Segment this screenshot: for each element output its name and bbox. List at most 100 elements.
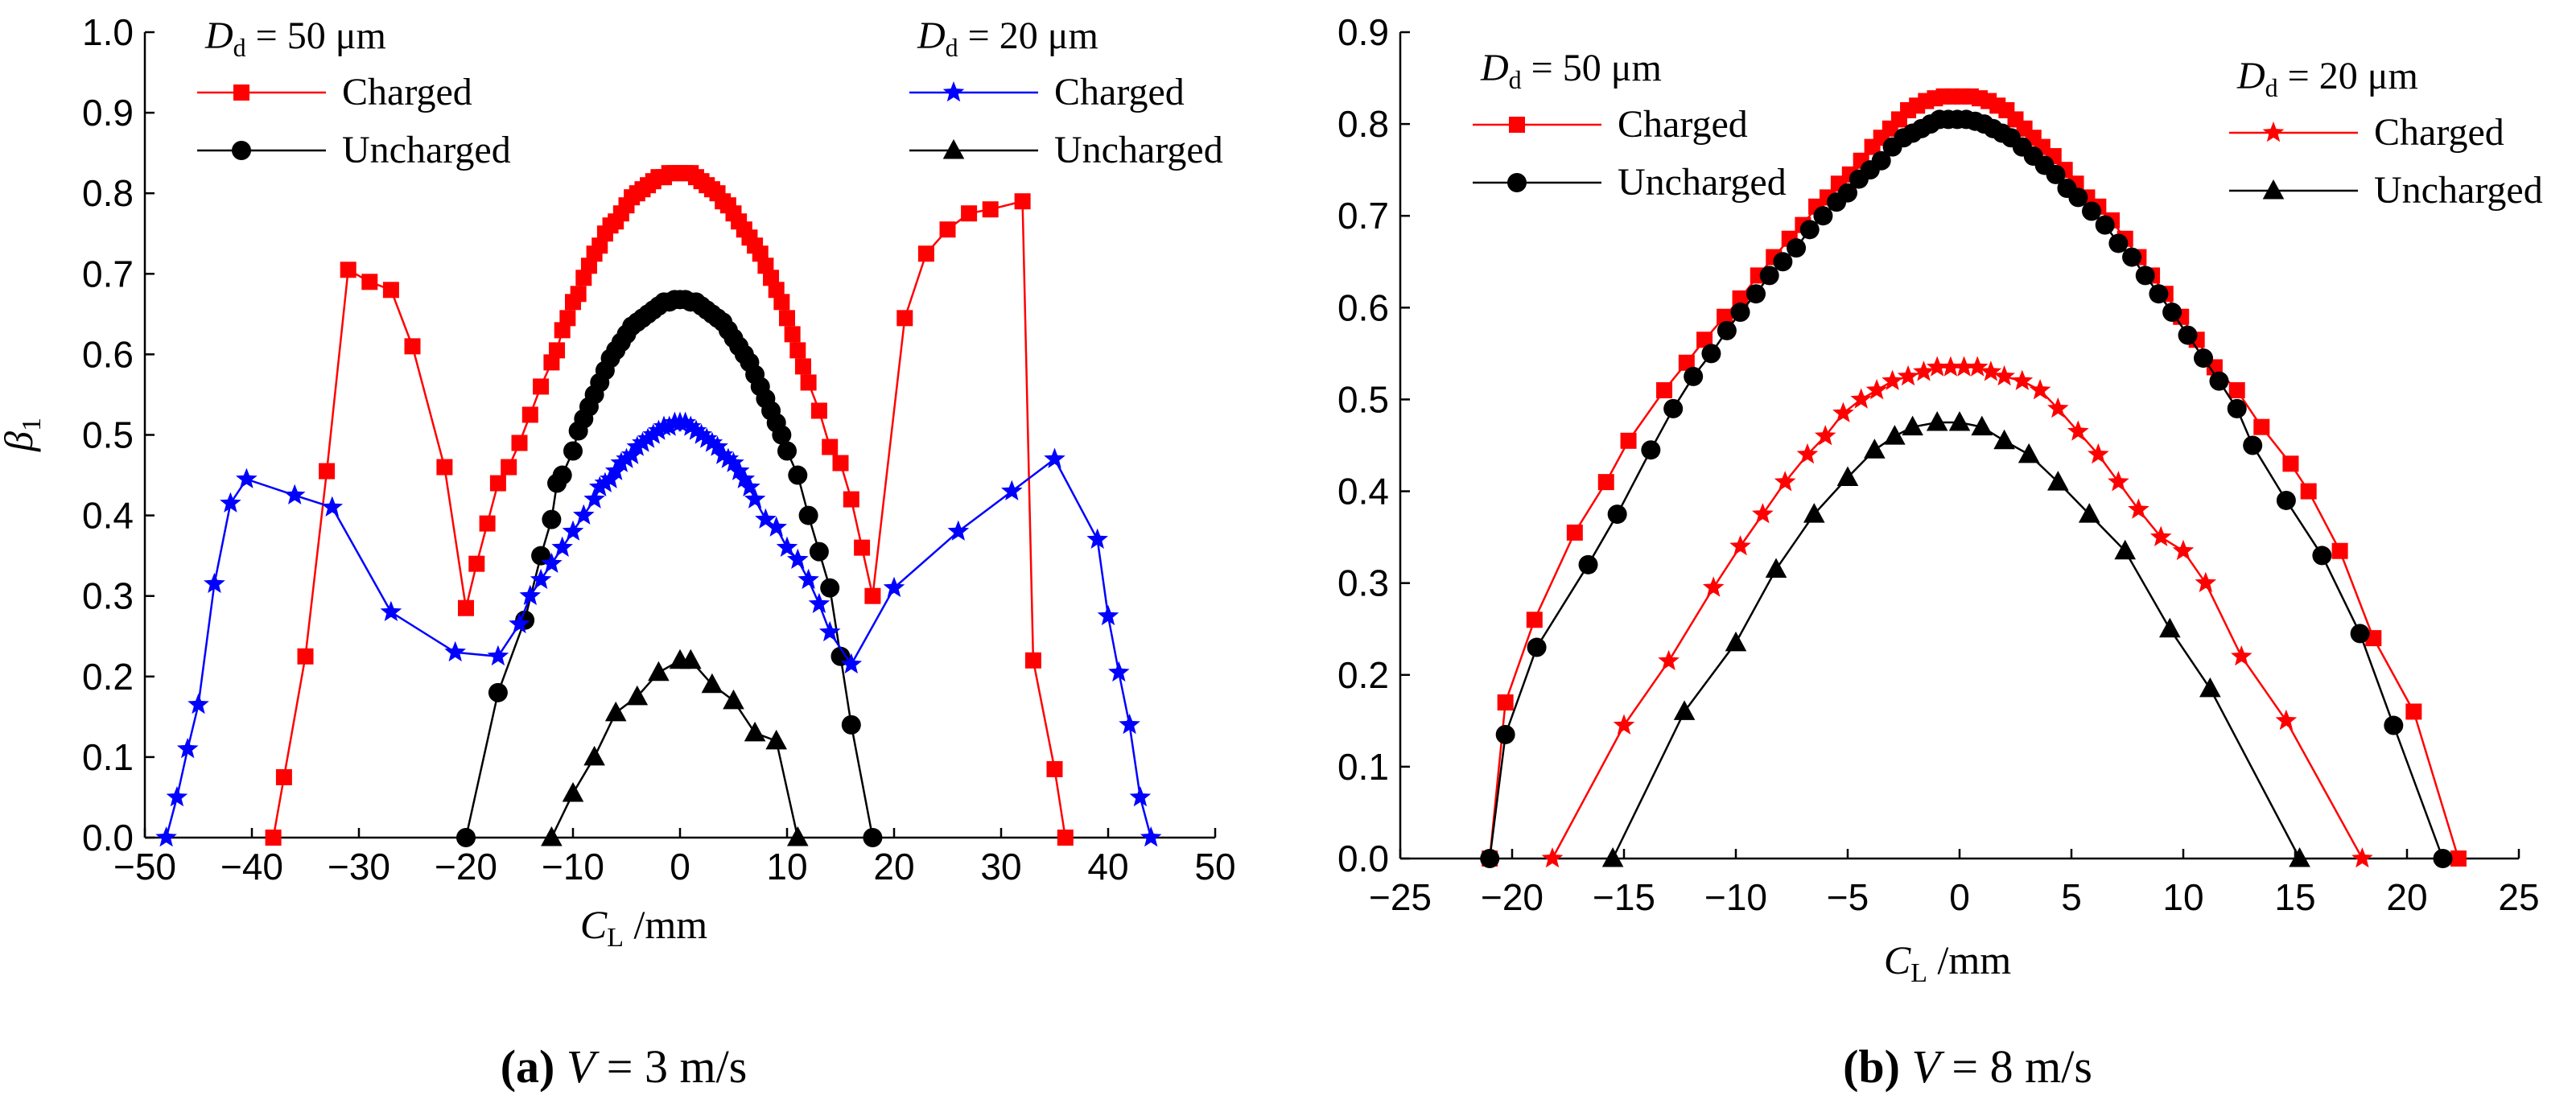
data-point <box>648 419 670 440</box>
data-point <box>468 555 485 572</box>
ylabel-symbol: β <box>0 431 41 452</box>
xlabel-symbol: C <box>1884 937 1911 982</box>
data-point <box>575 270 592 286</box>
legend-heading-subscript: d <box>1509 65 1522 94</box>
legend-heading-value: = 50 μm <box>246 14 386 57</box>
data-point <box>583 745 605 766</box>
data-point <box>1057 830 1074 846</box>
legend-heading-symbol: D <box>2236 55 2265 97</box>
xlabel-a: CL /mm <box>580 902 707 953</box>
series-line <box>272 171 1067 838</box>
data-point <box>1993 429 2015 450</box>
data-point <box>690 423 712 444</box>
data-point <box>1620 432 1637 449</box>
legend-marker <box>2262 121 2285 142</box>
legend-marker <box>232 141 251 160</box>
legend-heading: Dd = 50 μm <box>1480 47 1662 94</box>
data-point <box>2149 525 2172 546</box>
data-point <box>604 701 627 722</box>
data-point <box>444 640 466 662</box>
data-point <box>1871 150 1891 171</box>
data-point <box>1658 649 1680 670</box>
data-point <box>2195 571 2217 592</box>
x-tick-label: 0 <box>670 846 690 887</box>
legend-label: Charged <box>1054 71 1185 113</box>
data-point <box>404 338 421 355</box>
data-point <box>2227 398 2247 418</box>
data-point <box>1865 379 1888 400</box>
caption-rest: = 8 m/s <box>1940 1040 2092 1093</box>
data-point <box>777 441 797 461</box>
data-point <box>1097 604 1119 626</box>
data-point <box>2067 420 2089 441</box>
data-point <box>2282 455 2299 472</box>
y-tick-label: 0.0 <box>82 817 134 859</box>
data-point <box>1129 786 1152 807</box>
legend-label: Uncharged <box>2374 169 2543 212</box>
y-tick-label: 0.9 <box>82 92 134 134</box>
data-point <box>752 245 769 262</box>
data-point <box>1578 554 1598 574</box>
y-tick-label: 0.7 <box>82 253 134 294</box>
data-point <box>680 415 702 436</box>
series-line <box>550 659 799 838</box>
x-tick-label: 20 <box>2386 876 2427 918</box>
data-point <box>841 714 861 735</box>
data-point <box>489 475 506 492</box>
data-point <box>896 310 913 327</box>
data-point <box>519 584 542 605</box>
data-point <box>554 322 571 339</box>
data-point <box>1527 637 1547 657</box>
data-point <box>788 465 808 485</box>
data-point <box>2351 847 2373 868</box>
data-point <box>2331 542 2348 559</box>
data-point <box>779 310 795 327</box>
x-tick-label: −20 <box>1481 876 1544 918</box>
legend-heading: Dd = 20 μm <box>2236 55 2418 102</box>
data-point <box>2149 284 2169 304</box>
data-point <box>1897 364 1919 386</box>
legend-label: Uncharged <box>1618 161 1787 204</box>
data-point <box>1480 849 1500 868</box>
x-tick-label: 0 <box>1949 876 1970 918</box>
data-point <box>549 342 566 359</box>
data-point <box>864 587 881 604</box>
data-point <box>2029 379 2051 400</box>
data-point <box>1971 415 1993 436</box>
data-point <box>1787 238 1807 258</box>
data-point <box>2433 849 2453 868</box>
data-point <box>773 294 790 311</box>
data-point <box>594 472 616 492</box>
data-point <box>562 520 584 541</box>
data-point <box>1014 193 1031 210</box>
data-point <box>2114 539 2137 560</box>
y-tick-label: 0.6 <box>1337 286 1389 328</box>
data-point <box>961 205 978 222</box>
data-point <box>755 508 777 529</box>
data-point <box>674 411 696 432</box>
data-point <box>1746 284 1766 304</box>
legend-heading-subscript: d <box>946 33 958 62</box>
data-point <box>521 406 538 423</box>
xlabel-unit: /mm <box>624 902 707 947</box>
data-point <box>265 830 282 846</box>
y-tick-label: 0.4 <box>1337 471 1389 513</box>
data-point <box>1541 847 1564 868</box>
data-point <box>789 342 806 359</box>
data-point <box>863 828 883 847</box>
x-tick-label: −25 <box>1369 876 1432 918</box>
data-point <box>176 737 199 759</box>
data-point <box>2178 325 2198 345</box>
data-point <box>155 826 177 847</box>
series-uncharged-circle <box>1480 109 2453 868</box>
data-point <box>543 354 560 371</box>
xlabel-unit: /mm <box>1927 937 2011 982</box>
data-point <box>1814 425 1836 446</box>
data-point <box>1838 183 1857 203</box>
data-point <box>321 496 344 517</box>
data-point <box>1108 661 1130 682</box>
data-point <box>1939 356 1962 377</box>
data-point <box>297 648 314 665</box>
data-point <box>818 620 841 642</box>
data-point <box>727 459 750 480</box>
